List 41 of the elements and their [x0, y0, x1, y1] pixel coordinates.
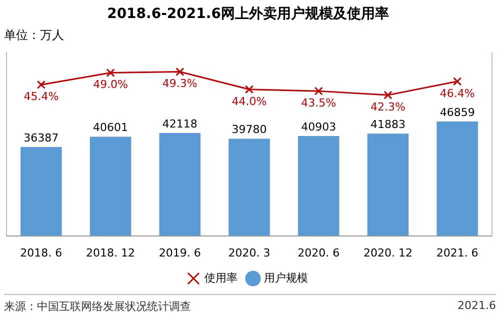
data-label: 43.5% [301, 96, 336, 110]
data-label: 41883 [370, 118, 406, 131]
source-note: 来源：中国互联网络发展状况统计调查 [4, 299, 191, 314]
point [106, 68, 115, 78]
bar [298, 136, 340, 236]
bar [367, 134, 409, 236]
x-tick-label: 2020. 6 [298, 246, 340, 260]
data-label: 46859 [440, 106, 475, 119]
text: 单位：万人 [4, 28, 64, 42]
bar [20, 147, 62, 236]
legend-label: 使用率 [204, 271, 238, 284]
x-tick-label: 2020. 3 [228, 246, 270, 260]
data-label: 36387 [24, 131, 59, 144]
point [36, 80, 46, 90]
point [176, 67, 184, 76]
x-tick-label: 2020. 12 [363, 246, 412, 260]
data-label: 44.0% [232, 94, 267, 108]
bar [159, 133, 201, 236]
data-label: 40601 [93, 121, 128, 134]
data-label: 39780 [232, 123, 267, 136]
chart-title: 2018.6-2021.6网上外卖用户规模及使用率 [107, 5, 389, 22]
data-label: 42.3% [370, 100, 406, 114]
data-label: 49.3% [162, 77, 198, 90]
point [244, 85, 254, 94]
x-tick-label: 2018. 12 [86, 246, 136, 260]
x-tick-label: 2018. 6 [20, 246, 62, 260]
legend-label: 用户规模 [264, 271, 308, 284]
text: 2021.6 [458, 299, 496, 314]
data-label: 42118 [162, 117, 198, 130]
point [453, 77, 462, 86]
data-label: 45.4% [24, 90, 59, 104]
bar [90, 136, 132, 236]
point [314, 86, 323, 96]
bar [436, 121, 478, 236]
x-tick-label: 2021. 6 [436, 246, 478, 260]
data-label: 40903 [301, 120, 336, 134]
data-label: 46.4% [440, 86, 475, 100]
point [384, 90, 392, 100]
bar [228, 138, 270, 236]
x-tick-label: 2019. 6 [158, 246, 201, 260]
data-label: 49.0% [93, 78, 128, 92]
